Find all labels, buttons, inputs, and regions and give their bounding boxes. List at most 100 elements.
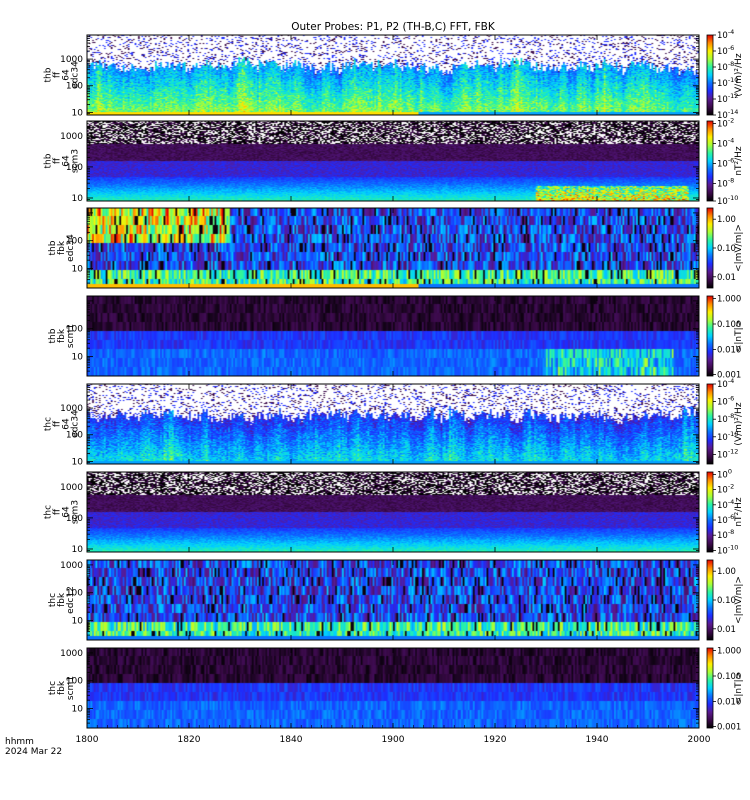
colorbar-label: <|nT|>	[734, 320, 744, 352]
panel-ylabel-line: edc12	[66, 586, 76, 614]
colorbar-tick-label: 10-4	[717, 377, 734, 390]
colorbar-tick-label: 1.000	[717, 294, 741, 304]
colorbar	[706, 647, 714, 729]
colorbar-tick-label: 10-6	[717, 44, 734, 57]
colorbar-tick-label: 0.010	[717, 698, 741, 708]
y-tick-label: 100	[66, 325, 83, 335]
colorbar-tick-label: 10-8	[717, 60, 734, 73]
panel-ylabel-line: fbk	[57, 680, 67, 695]
colorbar-tick-label: 10-6	[717, 395, 734, 408]
spectrogram-image	[87, 648, 699, 728]
colorbar-tick-label: 10-8	[717, 412, 734, 425]
x-tick-label: 1840	[280, 735, 303, 745]
colorbar-label: <|mV/m|>	[734, 224, 744, 272]
colorbar-tick-label: 1.00	[717, 567, 736, 577]
y-tick-label: 1000	[60, 483, 83, 493]
panel-ylabel-line: thc	[44, 417, 54, 431]
panel-5: 10 100 1000 thc ff 64 edc34 10-4 10-6 10-8 10-10 10…	[44, 377, 745, 467]
colorbar-tick-label: 0.100	[717, 672, 741, 682]
y-tick-label: 10	[72, 265, 84, 275]
panel-ylabel-line: edc34	[71, 410, 81, 438]
panel-ylabel-line: thb	[48, 328, 58, 343]
colorbar-tick-label: 10-6	[717, 156, 734, 169]
spectrogram-image	[87, 35, 699, 115]
x-tick-label: 1820	[178, 735, 201, 745]
panel-ylabel-line: 64	[62, 506, 72, 518]
panel-ylabel-line: thc	[48, 681, 58, 695]
y-tick-label: 10	[72, 353, 84, 363]
panel-8: 10 100 1000 thc fbk scm1 1.000 0.100 0.010 0.001 <…	[48, 646, 744, 732]
figure-title: Outer Probes: P1, P2 (TH-B,C) FFT, FBK	[291, 21, 496, 33]
panel-ylabel-line: ff	[53, 157, 63, 164]
y-tick-label: 100	[66, 589, 83, 599]
spectrogram-image	[87, 384, 699, 464]
y-tick-label: 10	[72, 108, 84, 118]
colorbar-tick-label: 1.00	[717, 215, 736, 225]
panel-ylabel-line: thc	[44, 505, 54, 519]
colorbar	[706, 559, 714, 641]
colorbar-tick-label: 10-6	[717, 513, 734, 526]
time-axis: 1800 1820 1840 1900 1920 1940 2000	[76, 725, 711, 745]
spectrogram-image	[87, 208, 699, 288]
x-tick-label: 1800	[76, 735, 99, 745]
panel-ylabel-line: edc34	[71, 61, 81, 89]
panel-3: 10 100 thb fbk edc34 1.00 0.10 0.01<|mV/m|>	[48, 207, 744, 289]
panel-ylabel-line: ff	[53, 71, 63, 78]
colorbar	[706, 120, 714, 202]
panel-ylabel-line: fbk	[57, 240, 67, 255]
colorbar-tick-label: 0.10	[717, 244, 736, 254]
colorbar	[706, 34, 714, 116]
panel-ylabel-line: thb	[48, 240, 58, 255]
colorbar-tick-label: 10-10	[717, 76, 738, 89]
panel-ylabel-line: thb	[44, 153, 54, 168]
colorbar-tick-label: 10-10	[717, 194, 738, 207]
colorbar-tick-label: 10-12	[717, 447, 738, 460]
panel-2: 10 100 1000 thb ff 64 scm3 10-2 10-4 10-6 10-8 10-1…	[44, 116, 745, 207]
colorbar-label: nT²/Hz	[734, 497, 744, 527]
y-tick-label: 1000	[60, 404, 83, 414]
y-tick-label: 1000	[60, 132, 83, 142]
x-tick-label: 1900	[382, 735, 405, 745]
colorbar-tick-label: 0.010	[717, 346, 741, 356]
colorbar-label: <|nT|>	[734, 672, 744, 704]
colorbar	[706, 207, 714, 289]
colorbar-tick-label: 10-4	[717, 136, 734, 149]
panel-ylabel-line: fbk	[57, 592, 67, 607]
colorbar	[706, 383, 714, 465]
x-tick-label: 2000	[688, 735, 711, 745]
colorbar-tick-label: 0.01	[717, 273, 736, 283]
y-tick-label: 100	[66, 677, 83, 687]
colorbar-tick-label: 0.001	[717, 370, 741, 380]
colorbar-tick-label: 10-4	[717, 28, 734, 41]
colorbar	[706, 471, 714, 553]
panel-ylabel-line: thb	[44, 67, 54, 82]
y-tick-label: 10	[72, 617, 84, 627]
panel-ylabel-line: ff	[53, 508, 63, 515]
y-tick-label: 10	[72, 457, 84, 467]
colorbar-tick-label: 0.10	[717, 596, 736, 606]
colorbar-label: nT²/Hz	[734, 146, 744, 176]
y-tick-label: 100	[66, 163, 83, 173]
colorbar-tick-label: 10-4	[717, 498, 734, 511]
panel-ylabel-line: ff	[53, 420, 63, 427]
time-units-label: hhmm	[5, 737, 34, 747]
y-tick-label: 10	[72, 545, 84, 555]
x-tick-label: 1920	[484, 735, 507, 745]
y-tick-label: 100	[66, 237, 83, 247]
colorbar	[706, 295, 714, 377]
panel-ylabel-line: 64	[62, 418, 72, 430]
panel-1: 10 100 1000 thb ff 64 edc34 10-4 10-6 10-8 10-10 10…	[44, 28, 745, 121]
spectrogram-image	[87, 472, 699, 552]
panel-ylabel-line: scm1	[66, 324, 76, 348]
x-tick-label: 1940	[586, 735, 609, 745]
colorbar-label: (V/m)²/Hz	[734, 53, 744, 96]
panel-7: 10 100 1000 thc fbk edc12 1.00 0.10 0.01<|mV/m|>	[48, 559, 744, 641]
y-tick-label: 1000	[60, 561, 83, 571]
panel-ylabel-line: scm1	[66, 676, 76, 700]
colorbar-tick-label: 100	[717, 467, 732, 480]
y-tick-label: 10	[72, 705, 84, 715]
colorbar-tick-label: 0.100	[717, 320, 741, 330]
